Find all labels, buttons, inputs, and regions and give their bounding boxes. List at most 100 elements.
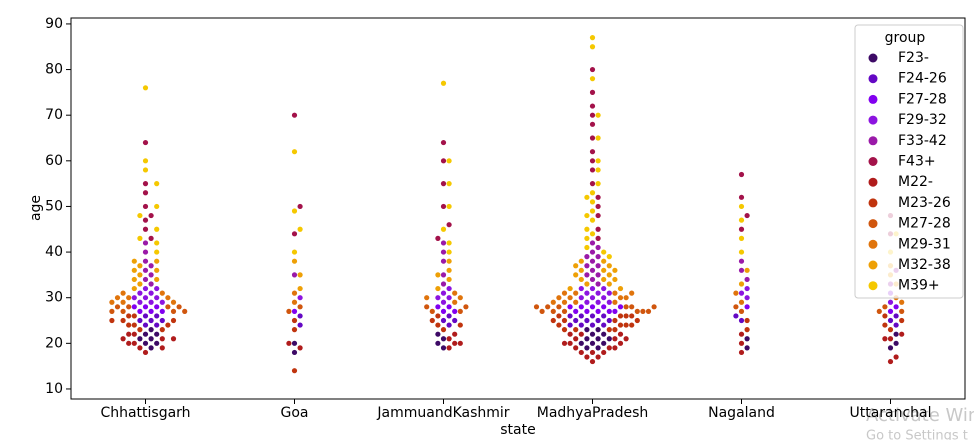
point	[131, 313, 137, 319]
point	[446, 322, 452, 328]
point	[120, 317, 126, 324]
point	[589, 322, 596, 328]
point	[623, 322, 629, 328]
point	[589, 276, 596, 283]
point	[744, 336, 750, 342]
point	[595, 194, 601, 200]
point	[589, 358, 596, 365]
point	[573, 327, 579, 333]
point	[584, 281, 590, 287]
point	[738, 281, 745, 287]
point	[137, 299, 143, 305]
point	[595, 135, 601, 141]
point	[589, 167, 596, 173]
point	[148, 327, 154, 333]
y-tick-label: 50	[45, 198, 63, 214]
point	[170, 308, 177, 314]
point	[584, 212, 590, 219]
point	[286, 340, 292, 346]
point	[440, 158, 447, 164]
point	[601, 267, 607, 273]
point	[578, 258, 584, 264]
point	[126, 331, 132, 337]
point	[606, 263, 612, 269]
point	[148, 263, 154, 269]
point	[601, 322, 607, 328]
point	[457, 295, 463, 301]
point	[154, 240, 160, 246]
point	[589, 121, 596, 127]
legend-marker	[868, 177, 878, 187]
point	[440, 139, 447, 146]
point	[589, 313, 596, 319]
point	[561, 299, 568, 305]
point	[567, 304, 573, 310]
point	[744, 295, 750, 301]
point	[617, 295, 624, 301]
legend-label: M23-26	[898, 195, 951, 211]
point	[154, 249, 160, 255]
point	[126, 295, 132, 301]
point	[131, 331, 137, 337]
point	[595, 272, 601, 278]
point	[148, 308, 154, 314]
point	[899, 299, 905, 305]
point	[882, 336, 888, 342]
point	[612, 299, 618, 305]
point	[601, 340, 607, 346]
point	[452, 340, 458, 346]
point	[131, 285, 137, 292]
point	[595, 235, 601, 241]
point	[440, 290, 447, 296]
legend-marker	[868, 115, 878, 125]
point	[137, 212, 143, 219]
point	[584, 317, 590, 324]
point	[142, 267, 149, 273]
point	[634, 308, 640, 314]
point	[738, 340, 745, 346]
point	[882, 322, 888, 328]
point	[606, 281, 612, 287]
legend-label: M32-38	[898, 257, 951, 273]
legend-label: F24-26	[898, 71, 947, 87]
point	[578, 267, 584, 273]
point	[584, 354, 590, 360]
point	[137, 263, 143, 269]
point	[142, 139, 149, 146]
point	[154, 322, 160, 328]
point	[561, 327, 568, 333]
point	[131, 340, 137, 346]
point	[738, 331, 745, 337]
point	[589, 331, 596, 337]
point	[589, 66, 596, 73]
point	[589, 349, 596, 356]
point	[612, 345, 618, 351]
point	[148, 317, 154, 324]
point	[457, 308, 463, 314]
point	[142, 249, 149, 255]
point	[595, 244, 601, 251]
point	[165, 295, 171, 301]
point	[887, 317, 894, 324]
point	[589, 199, 596, 205]
point	[142, 322, 149, 328]
legend-marker	[868, 74, 878, 84]
point	[120, 299, 126, 305]
point	[601, 285, 607, 292]
point	[550, 299, 556, 305]
point	[463, 304, 469, 310]
point	[446, 158, 452, 164]
point	[291, 368, 298, 374]
point	[435, 313, 441, 319]
point	[435, 322, 441, 328]
point	[595, 290, 601, 296]
point	[109, 308, 115, 314]
x-tick-label: MadhyaPradesh	[537, 405, 648, 421]
point	[595, 112, 601, 118]
point	[435, 304, 441, 310]
point	[899, 331, 905, 337]
point	[435, 295, 441, 301]
point	[573, 308, 579, 314]
point	[159, 345, 165, 351]
